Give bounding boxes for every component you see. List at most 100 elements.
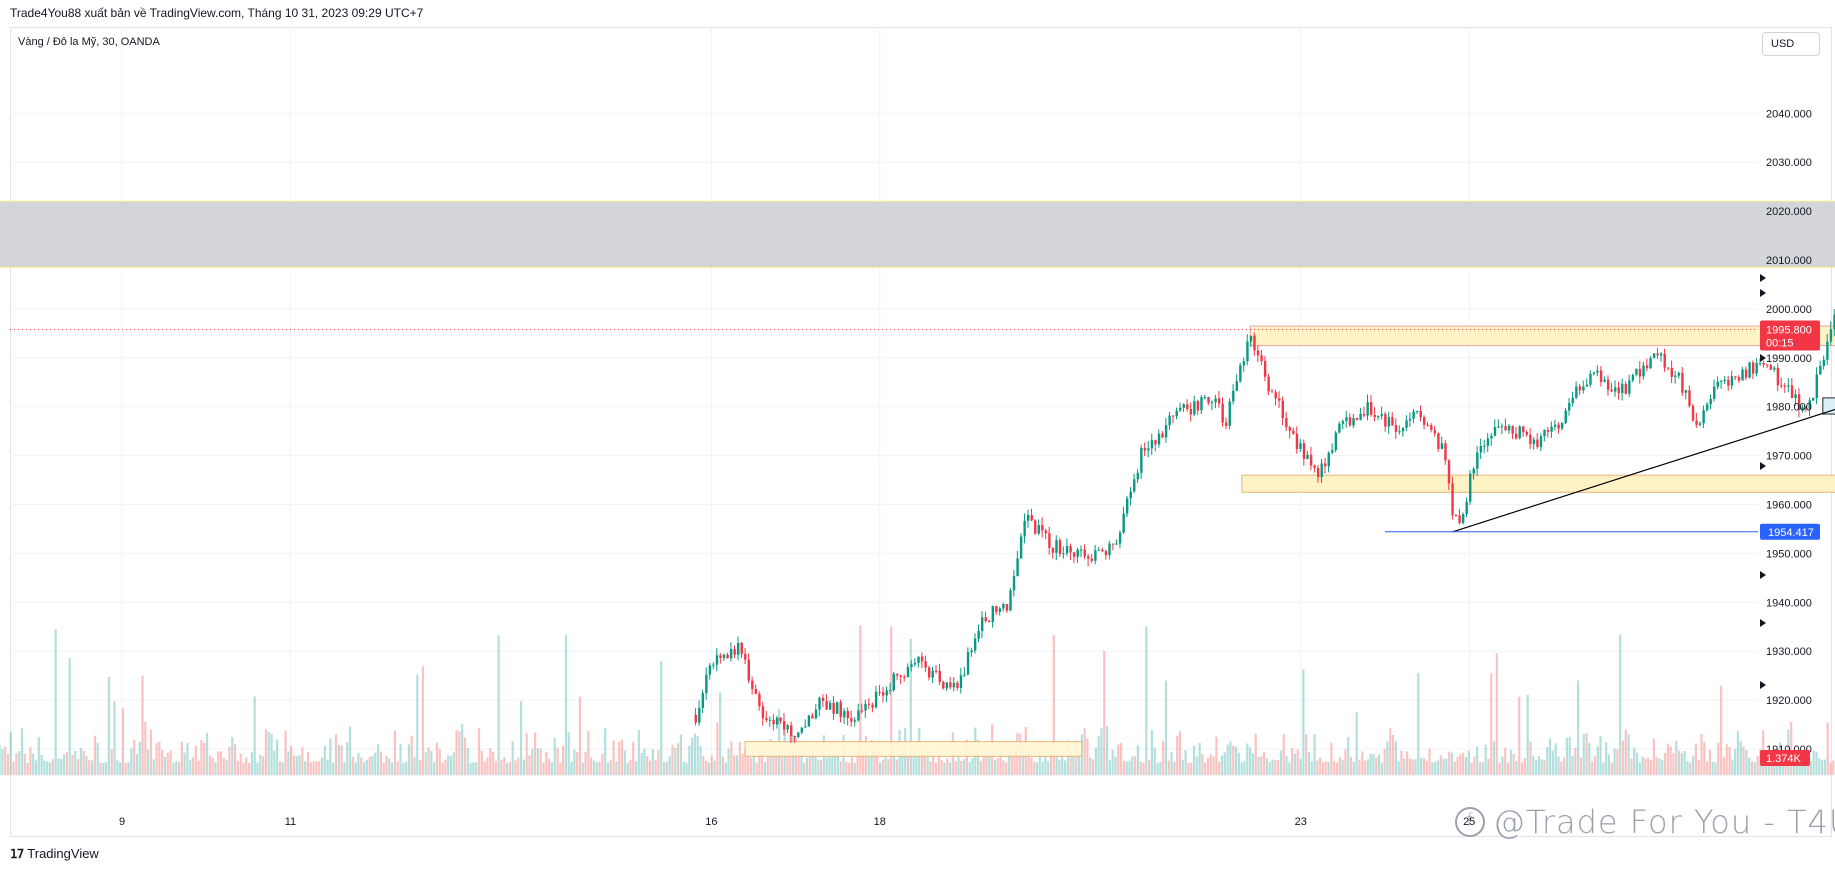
zone-resistance[interactable] <box>0 200 1835 268</box>
candle-body <box>1101 549 1104 552</box>
volume-bar <box>1532 755 1535 775</box>
candle-body <box>1391 417 1394 426</box>
volume-bar <box>929 761 932 775</box>
candle-body <box>878 691 881 693</box>
volume-bar <box>1338 757 1341 775</box>
candle-body <box>1373 414 1376 418</box>
volume-bar <box>780 745 783 775</box>
candle-body <box>1737 377 1741 381</box>
axis-marker-icon[interactable] <box>1760 571 1766 579</box>
tradingview-logo[interactable]: 𝟣𝟩 TradingView <box>10 846 99 861</box>
price-axis[interactable]: 1910.0001920.0001930.0001940.0001950.000… <box>1760 108 1812 756</box>
axis-marker-icon[interactable] <box>1760 681 1766 689</box>
volume-bar <box>57 758 60 775</box>
volume-bar <box>508 761 511 775</box>
volume-bar <box>141 675 144 775</box>
volume-bar <box>256 762 259 775</box>
currency-button[interactable]: USD <box>1762 32 1820 56</box>
volume-bar <box>1263 752 1266 775</box>
volume-bar <box>1347 737 1350 775</box>
candle-body <box>1037 525 1040 534</box>
volume-histogram <box>0 625 1835 775</box>
axis-marker-icon[interactable] <box>1760 619 1766 627</box>
volume-badge <box>1760 750 1810 766</box>
volume-bar <box>438 749 441 775</box>
volume-bar <box>1750 761 1754 775</box>
candle-body <box>1663 353 1666 368</box>
volume-bar <box>1299 758 1302 775</box>
volume-bar <box>489 748 492 775</box>
candle-body <box>910 664 913 667</box>
candle-body <box>853 720 857 722</box>
volume-bar <box>960 761 963 775</box>
volume-bar <box>1257 757 1260 775</box>
symbol-label[interactable]: Vàng / Đô la Mỹ, 30, OANDA <box>18 36 160 48</box>
candle-body <box>1727 379 1730 386</box>
axis-marker-icon[interactable] <box>1760 289 1766 297</box>
zone-demand[interactable] <box>1241 474 1835 493</box>
volume-bar <box>1663 753 1667 775</box>
volume-bar <box>1448 751 1451 775</box>
candle-body <box>1659 353 1663 356</box>
candle-body <box>1447 460 1451 484</box>
volume-bar <box>194 745 197 775</box>
candle-body <box>1327 452 1330 467</box>
axis-marker-icon[interactable] <box>1760 462 1766 470</box>
volume-bar <box>618 741 621 775</box>
candle-body <box>1285 418 1288 428</box>
axis-marker-icon[interactable] <box>1760 354 1766 362</box>
candle-body <box>1808 400 1811 409</box>
volume-bar <box>1341 759 1344 775</box>
volume-bar <box>719 692 722 775</box>
volume-bar <box>685 762 688 775</box>
drawing-zones[interactable] <box>0 200 1835 757</box>
volume-bar <box>1798 759 1801 775</box>
volume-bar <box>934 762 938 775</box>
candle-body <box>1766 364 1769 366</box>
volume-bar <box>54 629 57 775</box>
volume-bar <box>385 755 388 775</box>
candlesticks[interactable] <box>694 259 1835 743</box>
candle-body <box>1500 426 1504 428</box>
candle-body <box>1242 361 1246 366</box>
zone-low-base[interactable] <box>744 741 1083 757</box>
volume-bar <box>346 742 349 775</box>
volume-bar <box>1394 741 1397 775</box>
candle-body <box>1058 540 1062 554</box>
candle-body <box>790 725 793 736</box>
volume-bar <box>1655 757 1658 775</box>
volume-bar <box>573 749 576 775</box>
candle-body <box>889 689 892 691</box>
volume-bar <box>405 761 408 775</box>
volume-bar <box>539 748 542 775</box>
candle-body <box>1126 498 1129 514</box>
candle-body <box>1263 360 1267 377</box>
trendline[interactable] <box>1452 292 1835 533</box>
candle-body <box>952 682 956 688</box>
volume-bar <box>979 760 983 775</box>
candle-body <box>1026 515 1030 521</box>
volume-bar <box>819 760 823 775</box>
volume-bar <box>519 701 523 775</box>
candle-body <box>722 654 726 658</box>
volume-bar <box>1044 741 1047 775</box>
candle-body <box>1815 374 1818 399</box>
candle-body <box>1433 429 1437 434</box>
candle-body <box>1504 426 1507 431</box>
candle-body <box>765 718 768 721</box>
volume-bar <box>1383 748 1386 775</box>
candle-body <box>1041 525 1044 531</box>
candle-body <box>1168 415 1171 426</box>
volume-bar <box>267 731 270 775</box>
candle-body <box>1571 397 1574 404</box>
candle-body <box>927 667 931 678</box>
chart-frame[interactable] <box>10 27 1832 837</box>
candle-body <box>1645 365 1649 369</box>
volume-bar <box>1218 761 1221 775</box>
candle-body <box>1599 370 1603 382</box>
volume-bar <box>643 748 646 775</box>
drawing-lines[interactable] <box>10 292 1835 533</box>
volume-bar <box>1033 761 1036 775</box>
axis-marker-icon[interactable] <box>1760 274 1766 282</box>
